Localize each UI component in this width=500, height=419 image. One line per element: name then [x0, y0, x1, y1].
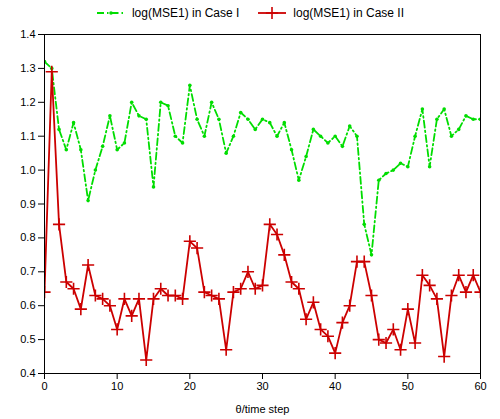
svg-text:1.3: 1.3 — [20, 62, 35, 74]
svg-text:1.2: 1.2 — [20, 96, 35, 108]
svg-text:1.4: 1.4 — [20, 28, 35, 40]
svg-text:1.0: 1.0 — [20, 164, 35, 176]
svg-text:40: 40 — [329, 380, 341, 392]
svg-text:1.1: 1.1 — [20, 130, 35, 142]
svg-text:10: 10 — [111, 380, 123, 392]
svg-text:0.4: 0.4 — [20, 367, 35, 379]
svg-text:0.8: 0.8 — [20, 231, 35, 243]
svg-text:20: 20 — [184, 380, 196, 392]
svg-text:0.5: 0.5 — [20, 333, 35, 345]
html-text:log(MSE1) in Case I: log(MSE1) in Case I — [132, 6, 240, 20]
svg-text:30: 30 — [256, 380, 268, 392]
svg-text:θ/time step: θ/time step — [236, 403, 290, 415]
svg-text:50: 50 — [402, 380, 414, 392]
svg-text:60: 60 — [474, 380, 486, 392]
svg-text:0.7: 0.7 — [20, 265, 35, 277]
svg-text:0.6: 0.6 — [20, 299, 35, 311]
svg-text:0.9: 0.9 — [20, 198, 35, 210]
html-text:log(MSE1) in Case II: log(MSE1) in Case II — [293, 6, 404, 20]
svg-text:0: 0 — [41, 380, 47, 392]
